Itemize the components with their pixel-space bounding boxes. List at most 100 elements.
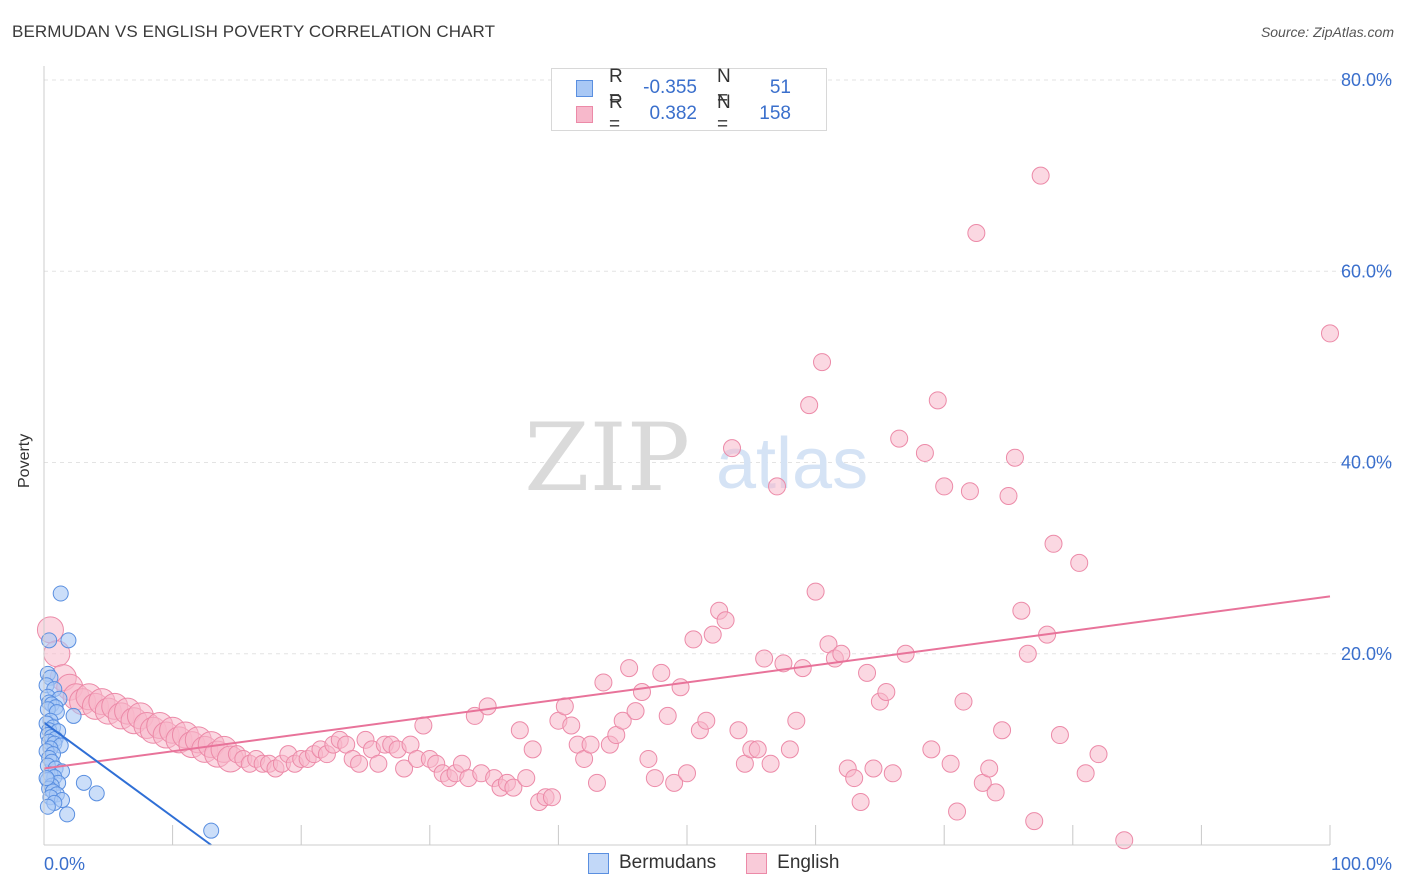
english-points [36, 166, 1339, 850]
r-value: -0.355 [643, 77, 697, 98]
english-point [594, 673, 613, 692]
english-point [716, 611, 735, 630]
english-point [645, 769, 664, 788]
english-point [877, 683, 896, 701]
english-point [941, 754, 960, 773]
legend-item-bermudans[interactable]: Bermudans [588, 852, 716, 874]
bermudan-point [59, 806, 76, 823]
english-point [935, 477, 954, 496]
english-point [639, 749, 658, 768]
english-point [395, 759, 414, 778]
english-point [671, 678, 690, 697]
bermudan-point [60, 632, 77, 649]
english-point [1005, 448, 1024, 467]
english-point [620, 659, 639, 678]
english-point [800, 396, 819, 415]
english-point [723, 439, 742, 458]
english-point [587, 773, 606, 792]
bermudan-point [38, 770, 55, 787]
legend-row-english: R = 0.382 N = 158 [576, 92, 791, 135]
english-point [542, 788, 561, 807]
legend-item-english[interactable]: English [746, 852, 840, 874]
n-value: 51 [769, 77, 791, 98]
legend-label-bermudans: Bermudans [619, 852, 717, 873]
english-point [768, 477, 787, 496]
axes [43, 66, 1330, 846]
y-tick-label: 20.0% [1341, 644, 1392, 664]
x-tick-label: 100.0% [1331, 854, 1392, 874]
english-point [890, 429, 909, 448]
english-swatch [576, 105, 593, 123]
english-point [1025, 812, 1044, 831]
english-point [632, 683, 651, 701]
source-label: Source: ZipAtlas.com [1260, 24, 1394, 40]
english-point [703, 625, 722, 644]
english-point [915, 443, 934, 462]
english-point [787, 711, 806, 730]
chart-title: BERMUDAN VS ENGLISH POVERTY CORRELATION … [12, 22, 496, 41]
english-point [1018, 644, 1037, 663]
english-point [806, 582, 825, 601]
english-point [1115, 831, 1134, 850]
english-point [658, 706, 677, 725]
english-point [478, 697, 497, 716]
english-trend-line [43, 595, 1331, 770]
grid-lines [44, 79, 1392, 655]
english-point [864, 759, 883, 778]
english-point [626, 702, 645, 721]
watermark-zip: ZIP [524, 404, 690, 513]
r-value: 0.382 [649, 103, 697, 124]
english-point [1012, 601, 1031, 620]
english-point [1076, 764, 1095, 783]
english-point [697, 711, 716, 730]
english-point [369, 754, 388, 773]
bermudan-point [65, 707, 82, 724]
english-point [883, 764, 902, 783]
english-point [684, 630, 703, 649]
bermudan-point [41, 632, 58, 649]
x-tick-marks [172, 825, 1331, 845]
english-point [999, 486, 1018, 505]
r-label: R = [609, 92, 623, 135]
english-point [523, 740, 542, 759]
bermudan-point [88, 785, 105, 802]
y-tick-label: 40.0% [1341, 453, 1392, 473]
english-point [761, 754, 780, 773]
english-point [517, 769, 536, 788]
y-tick-labels: 20.0% 40.0% 60.0% 80.0% [1341, 70, 1392, 664]
trend-lines [43, 595, 1331, 846]
english-point [1070, 553, 1089, 572]
english-point [665, 773, 684, 792]
legend-label-english: English [777, 852, 840, 873]
y-tick-label: 80.0% [1341, 70, 1392, 90]
english-point [948, 802, 967, 821]
english-point [1044, 534, 1063, 553]
r-label: R = [609, 66, 623, 109]
english-point [813, 353, 832, 372]
y-axis-label: Poverty [16, 433, 33, 488]
english-point [845, 769, 864, 788]
english-point [581, 735, 600, 754]
english-point [504, 778, 523, 797]
english-legend-swatch [746, 852, 768, 874]
english-point [510, 721, 529, 740]
english-point [960, 482, 979, 501]
watermark-atlas: atlas [716, 424, 868, 504]
bermudans-swatch [576, 79, 593, 97]
english-point [851, 792, 870, 811]
x-tick-labels: 0.0% 100.0% [44, 854, 1392, 874]
english-point [1050, 726, 1069, 745]
english-point [967, 224, 986, 242]
english-point [922, 740, 941, 759]
bermudan-trend-line [43, 721, 212, 846]
english-point [748, 740, 767, 759]
english-point [1031, 166, 1050, 185]
english-point [613, 711, 632, 730]
english-point [986, 783, 1005, 802]
bermudan-point [203, 822, 220, 839]
x-tick-label: 0.0% [44, 854, 85, 874]
n-label: N = [717, 92, 731, 135]
bermudan-point [39, 798, 56, 815]
english-point [350, 754, 369, 773]
